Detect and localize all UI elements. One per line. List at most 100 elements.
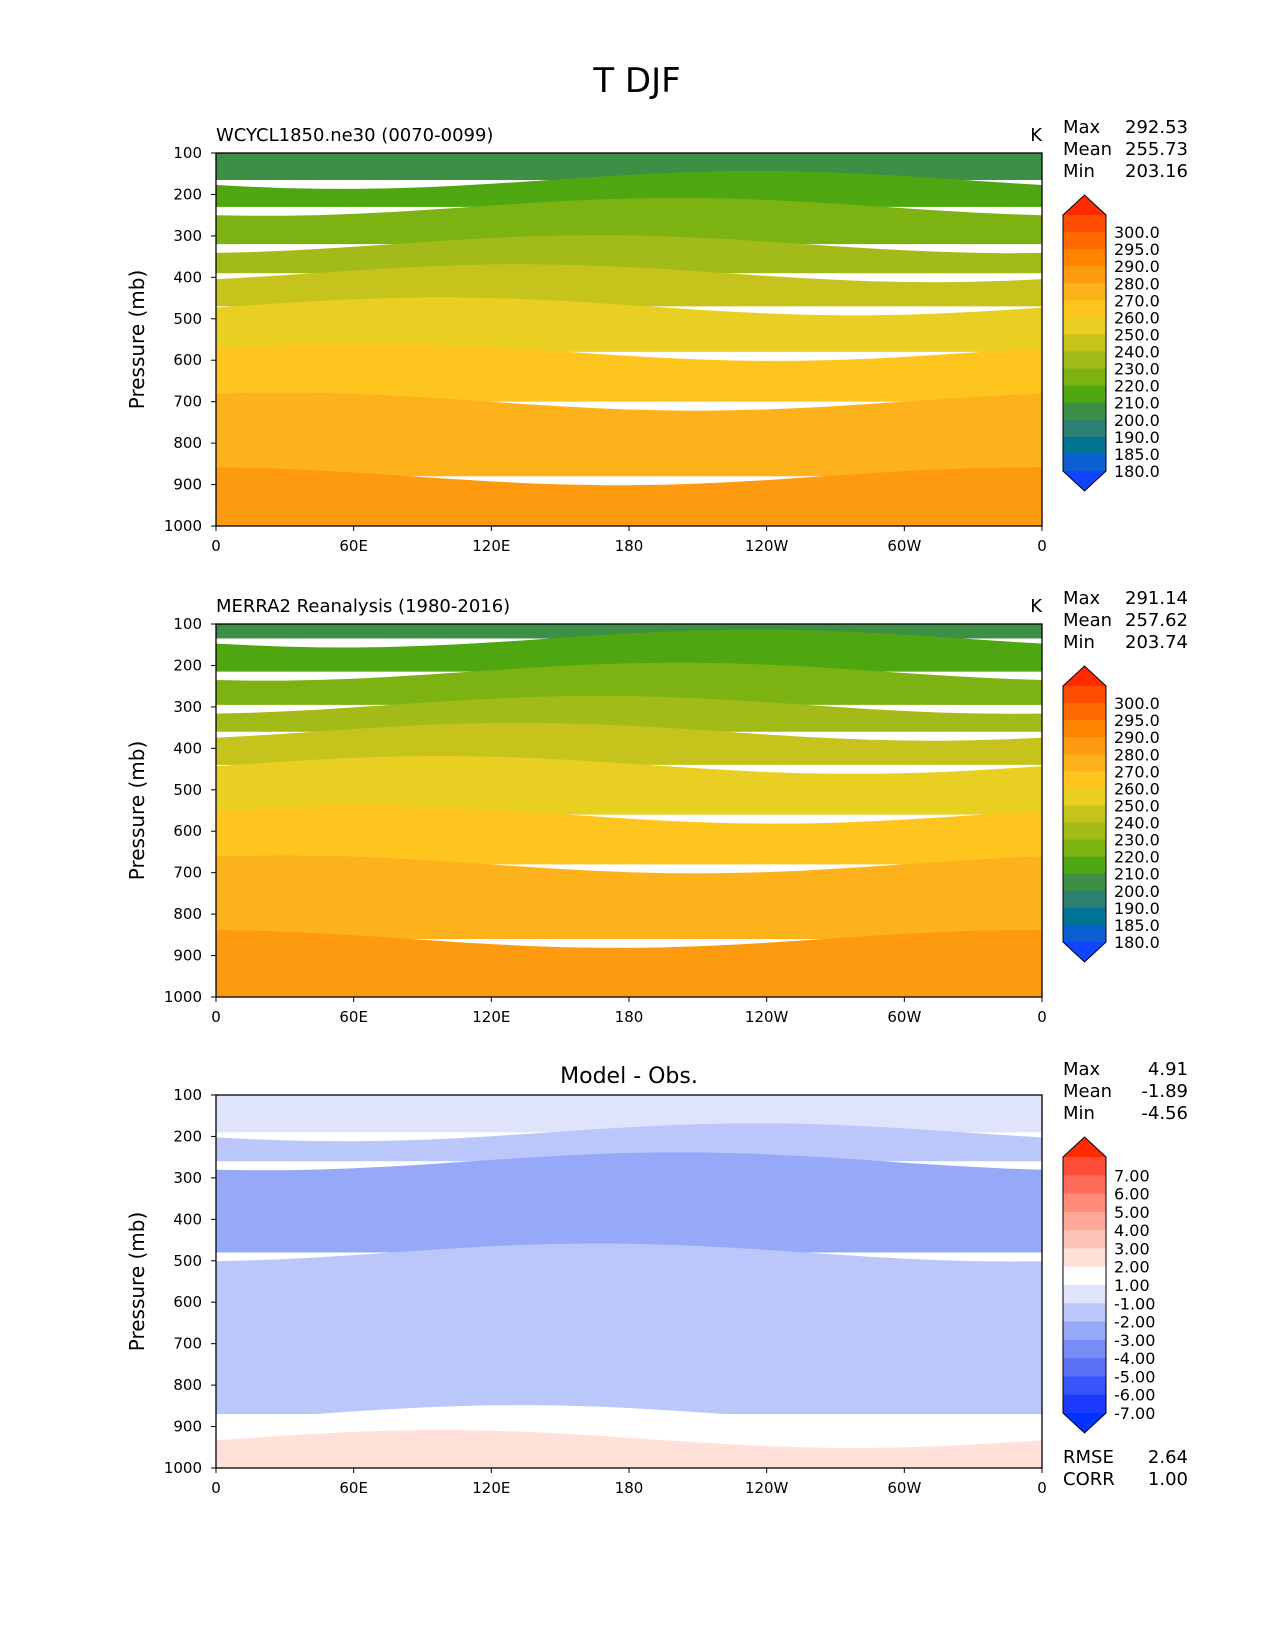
x-tick-label: 60E: [339, 537, 368, 555]
contour-band-320-390: [216, 235, 1042, 274]
colorbar-swatch: [1063, 351, 1106, 370]
colorbar-tick-label: 290.0: [1114, 257, 1160, 276]
contour-band-700-880: [216, 392, 1042, 477]
y-tick-label: 1000: [164, 517, 202, 535]
colorbar-tick-label: -1.00: [1114, 1294, 1155, 1313]
x-tick-label: 60E: [339, 1479, 368, 1497]
colorbar-swatch: [1063, 1193, 1106, 1213]
y-tick-label: 500: [173, 310, 202, 328]
colorbar-tick-label: 185.0: [1114, 445, 1160, 464]
colorbar-outline: [1062, 1136, 1107, 1434]
colorbar-tick-label: 180.0: [1114, 933, 1160, 952]
colorbar-tick-label: -7.00: [1114, 1404, 1155, 1423]
colorbar-swatch: [1063, 1266, 1106, 1286]
colorbar-tick-label: 220.0: [1114, 848, 1160, 867]
colorbar-swatch: [1063, 924, 1106, 943]
y-tick-label: 300: [173, 1169, 202, 1187]
y-tick-label: 700: [173, 1335, 202, 1353]
colorbar-swatch: [1063, 720, 1106, 738]
contour-field: [216, 624, 1042, 997]
contour-band-190-260: [216, 1123, 1042, 1162]
colorbar-extend-bottom: [1063, 471, 1106, 491]
colorbar-swatch: [1063, 402, 1106, 421]
contour-band-165-230: [216, 171, 1042, 207]
y-axis-label: Pressure (mb): [125, 741, 149, 881]
colorbar-swatch: [1063, 771, 1106, 789]
colorbar-tick-label: 4.00: [1114, 1221, 1150, 1240]
panel-1: WCYCL1850.ne30 (0070-0099) K 100 200 300 400 5…: [125, 117, 1188, 555]
stat-label: Max: [1063, 1059, 1101, 1080]
colorbar-tick-label: 300.0: [1114, 223, 1160, 242]
contour-band-215-295: [216, 662, 1042, 705]
colorbar-tick-label: -4.00: [1114, 1349, 1155, 1368]
y-tick-label: 400: [173, 739, 202, 757]
contour-band-480-870: [216, 1243, 1042, 1415]
contour-band-135-215: [216, 629, 1042, 672]
colorbar-swatch: [1063, 419, 1106, 438]
colorbar-swatch: [1063, 856, 1106, 875]
y-tick-label: 900: [173, 947, 202, 965]
x-tick-label: 180: [615, 537, 644, 555]
stat-value: -1.89: [1141, 1081, 1188, 1102]
colorbar-swatch: [1063, 215, 1106, 233]
colorbar-tick-label: 250.0: [1114, 796, 1160, 815]
colorbar-swatch: [1063, 1358, 1106, 1378]
colorbar: 7.006.005.004.003.002.001.00-1.00-2.00-3…: [1062, 1136, 1155, 1434]
colorbar-swatch: [1063, 1321, 1106, 1341]
stat-value: 203.74: [1125, 632, 1188, 653]
y-tick-label: 800: [173, 1376, 202, 1394]
colorbar-extend-top: [1063, 666, 1106, 686]
colorbar-swatch: [1063, 1211, 1106, 1231]
y-tick-label: 200: [173, 1127, 202, 1145]
colorbar-swatch: [1063, 822, 1106, 841]
y-tick-label: 500: [173, 1252, 202, 1270]
colorbar-extend-top: [1063, 1137, 1106, 1157]
x-tick-label: 0: [211, 1479, 221, 1497]
contour-band-100-190: [216, 1095, 1042, 1133]
contour-band-470-580: [216, 297, 1042, 352]
colorbar-extend-top: [1063, 195, 1106, 215]
y-tick-label: 800: [173, 905, 202, 923]
colorbar-swatch: [1063, 368, 1106, 387]
stat-value: 203.16: [1125, 161, 1188, 182]
y-axis-label: Pressure (mb): [125, 1212, 149, 1352]
colorbar-swatch: [1063, 839, 1106, 858]
x-tick-label: 0: [211, 537, 221, 555]
colorbar-extend-bottom: [1063, 1413, 1106, 1433]
y-tick-label: 700: [173, 393, 202, 411]
colorbar-tick-label: 190.0: [1114, 428, 1160, 447]
colorbar-swatch: [1063, 1394, 1106, 1414]
colorbar-tick-label: 2.00: [1114, 1258, 1150, 1277]
contour-field: [216, 153, 1042, 526]
y-tick-label: 600: [173, 822, 202, 840]
contour-band-930-1000: [216, 1430, 1042, 1468]
colorbar-tick-label: 280.0: [1114, 745, 1160, 764]
colorbar-swatch: [1063, 1157, 1106, 1176]
x-tick-label: 120W: [745, 537, 789, 555]
stat-label: Mean: [1063, 139, 1112, 160]
colorbar-swatch: [1063, 890, 1106, 909]
panel-2: MERRA2 Reanalysis (1980-2016) K 100 200 300 4…: [125, 588, 1188, 1026]
rmse-value: 2.64: [1148, 1447, 1188, 1468]
colorbar-swatch: [1063, 737, 1106, 755]
corr-value: 1.00: [1148, 1469, 1188, 1490]
colorbar-tick-label: 230.0: [1114, 360, 1160, 379]
contour-band-360-440: [216, 722, 1042, 765]
contour-band-295-360: [216, 695, 1042, 732]
colorbar-tick-label: 185.0: [1114, 916, 1160, 935]
y-tick-label: 600: [173, 351, 202, 369]
x-tick-label: 120E: [472, 537, 510, 555]
y-tick-label: 800: [173, 434, 202, 452]
corr-label: CORR: [1063, 1469, 1115, 1490]
stat-value: 4.91: [1148, 1059, 1188, 1080]
y-tick-label: 1000: [164, 1459, 202, 1477]
colorbar-swatch: [1063, 1303, 1106, 1323]
colorbar-tick-label: 270.0: [1114, 762, 1160, 781]
colorbar-swatch: [1063, 317, 1106, 336]
colorbar-tick-label: 200.0: [1114, 411, 1160, 430]
colorbar-tick-label: 250.0: [1114, 325, 1160, 344]
x-tick-label: 120W: [745, 1479, 789, 1497]
x-tick-label: 0: [1037, 1479, 1047, 1497]
contour-band-860-1000: [216, 930, 1042, 997]
stat-label: Min: [1063, 161, 1095, 182]
